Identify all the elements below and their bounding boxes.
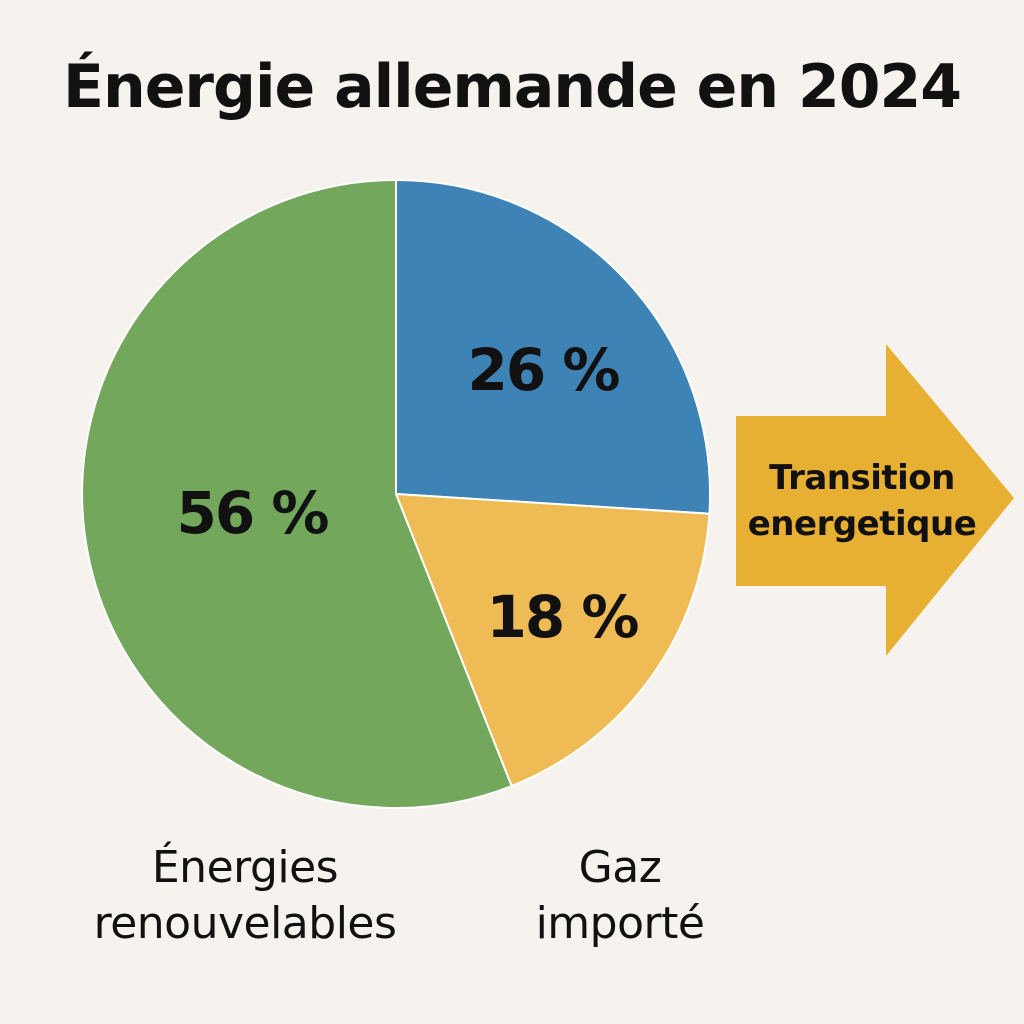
- slice-label-gas: 18 %: [486, 583, 639, 651]
- pie-slice-gas: [394, 492, 711, 788]
- legend-gas-line1: Gaz: [578, 842, 662, 893]
- transition-label: Transition energetique: [736, 455, 988, 547]
- transition-label-line1: Transition: [769, 458, 955, 498]
- legend-renewables-line1: Énergies: [151, 842, 339, 893]
- pie-slice-renewables: [81, 178, 513, 809]
- legend-renewables-line2: renouvelables: [93, 898, 397, 949]
- slice-label-blue: 26 %: [467, 336, 620, 404]
- legend-gas: Gaz importé: [510, 840, 730, 952]
- legend-renewables: Énergies renouvelables: [60, 840, 430, 952]
- transition-label-line2: energetique: [747, 504, 977, 544]
- legend-gas-line2: importé: [535, 898, 705, 949]
- chart-title: Énergie allemande en 2024: [63, 52, 962, 122]
- pie-slice-blue: [395, 178, 711, 515]
- slice-label-renewables: 56 %: [176, 479, 329, 547]
- transition-arrow-icon: [736, 344, 1014, 656]
